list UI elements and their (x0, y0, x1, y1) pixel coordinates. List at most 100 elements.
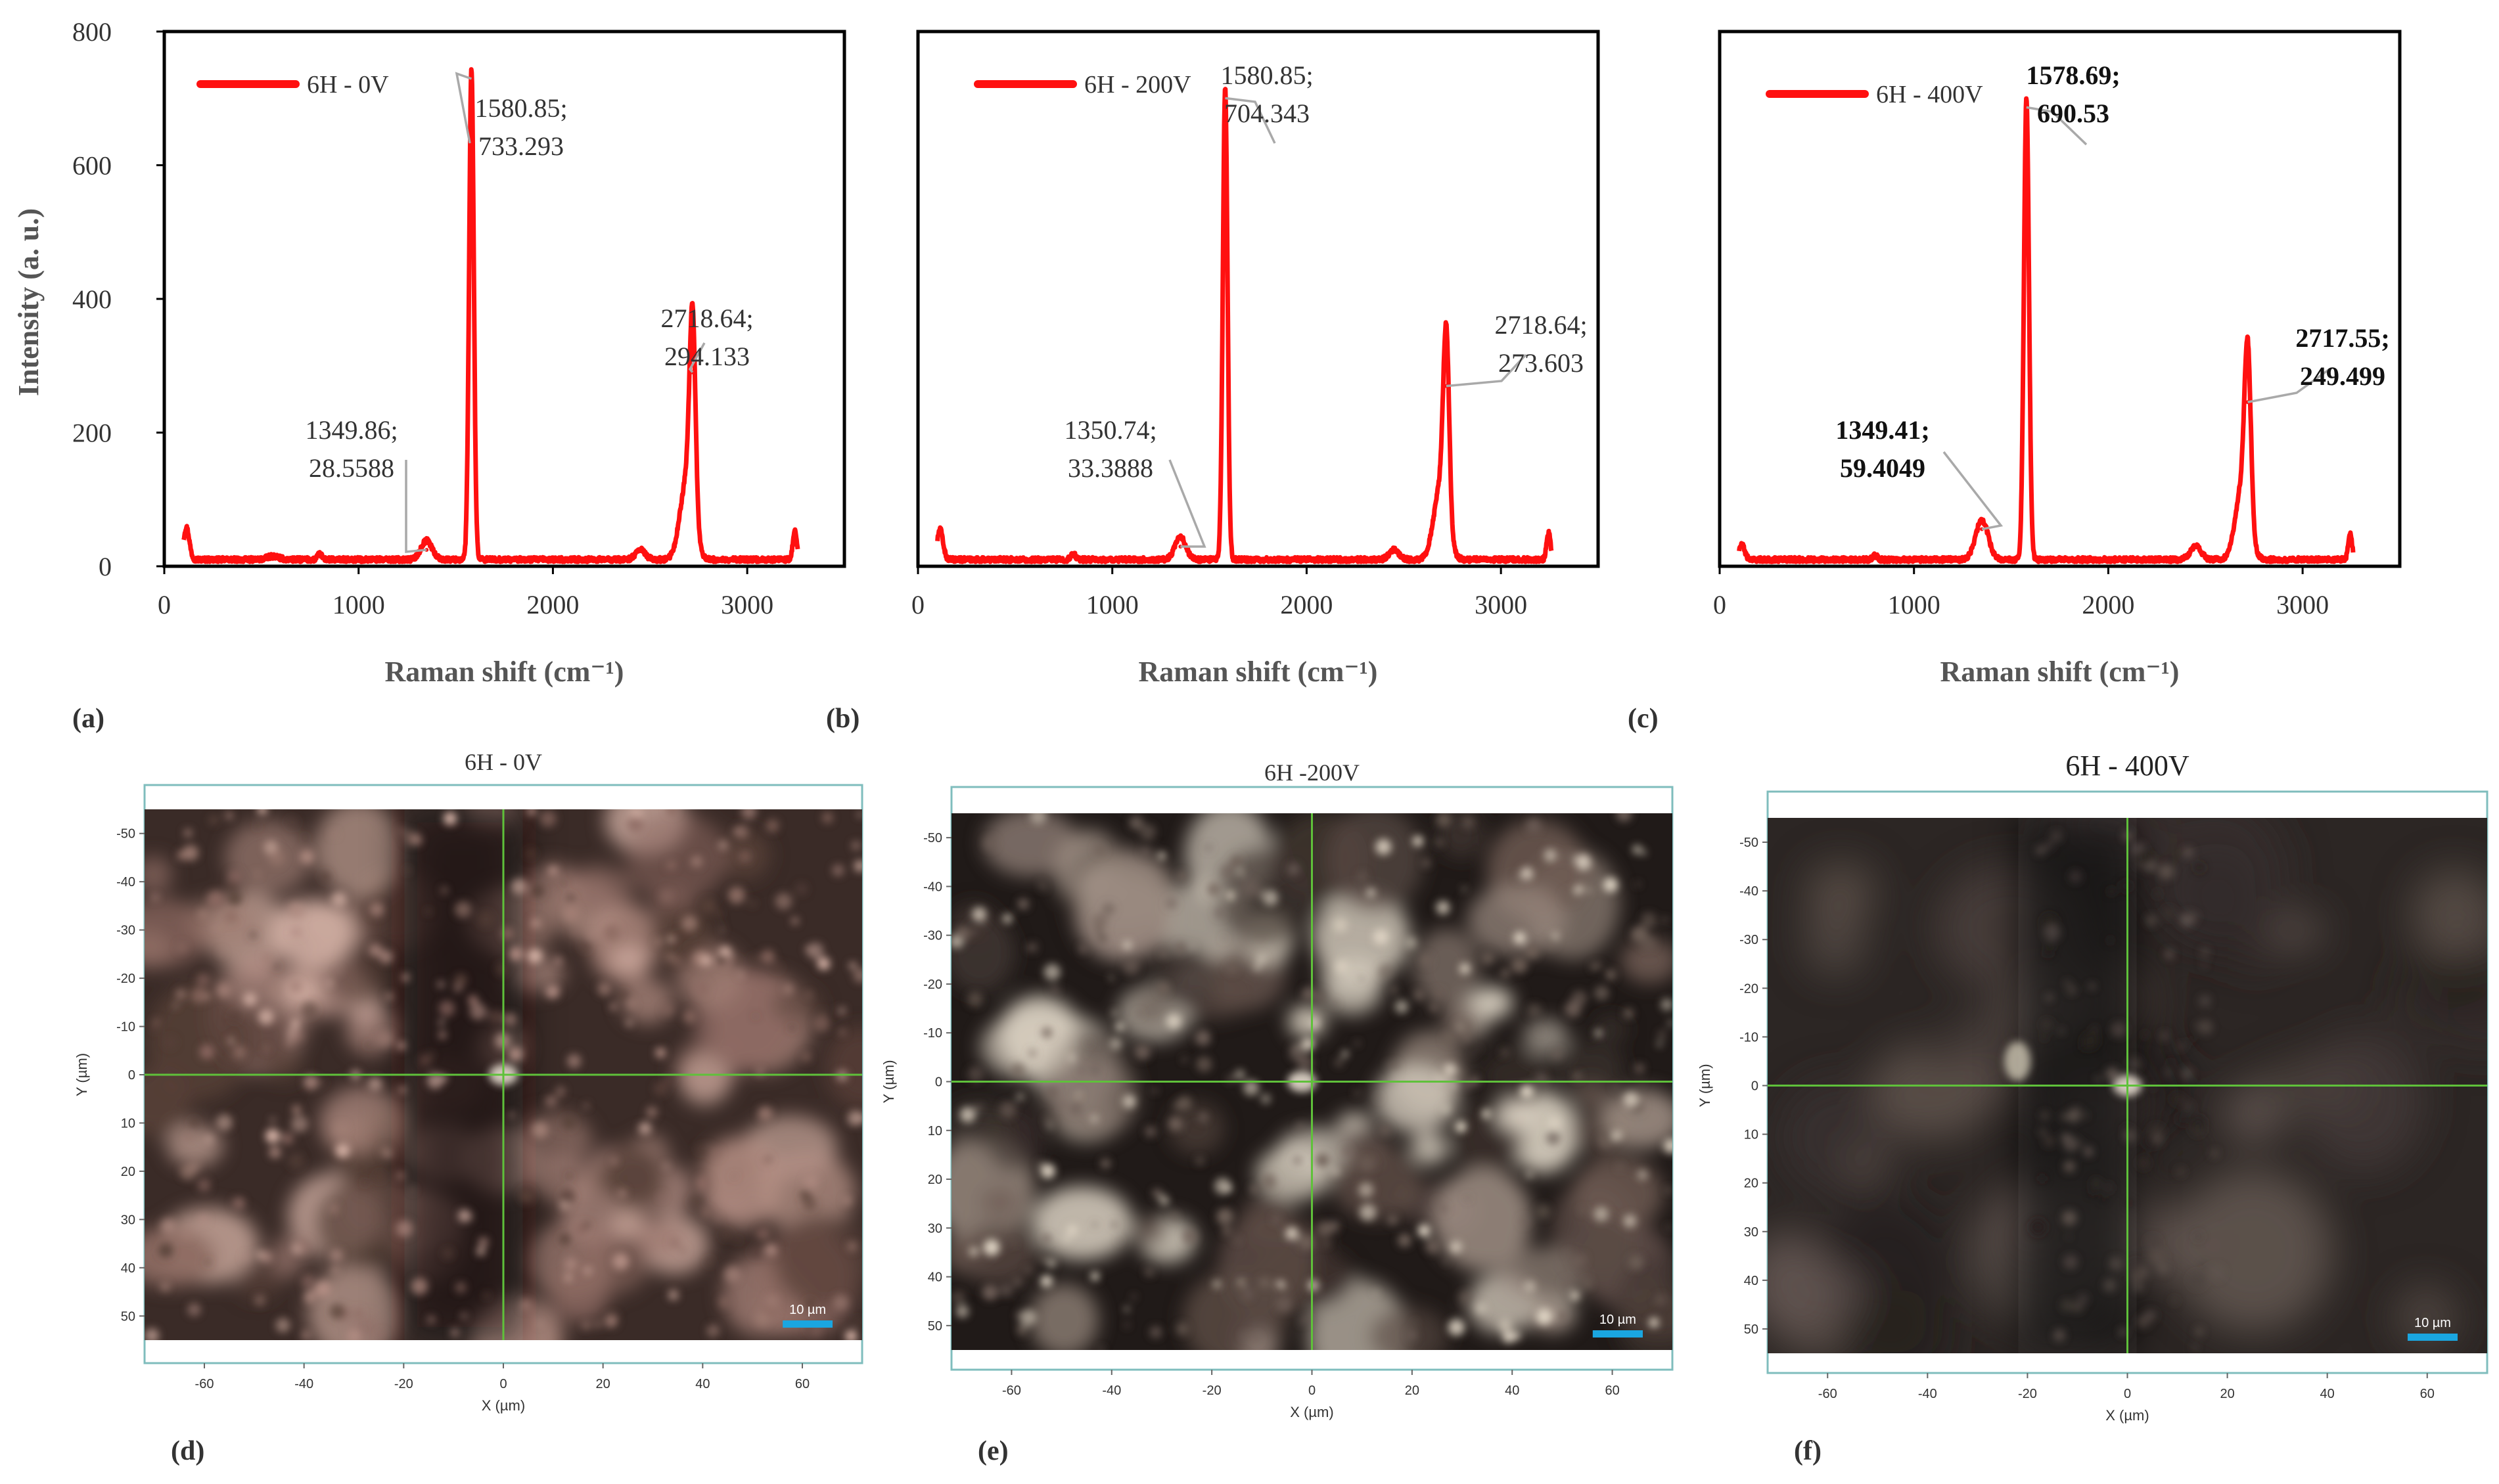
peak-label-intensity: 690.53 (2037, 99, 2109, 128)
spectrum-panel-0: 0 1000 2000 3000 0 200 400 600 800 Raman shift (c… (12, 17, 846, 734)
micro-x-axis-title: X (µm) (1290, 1404, 1333, 1420)
panel-label: (f) (1794, 1436, 1822, 1466)
scale-bar (2407, 1334, 2458, 1341)
x-tick-label: 0 (158, 590, 171, 619)
micro-x-tick-label: 40 (695, 1377, 710, 1391)
micro-x-tick-label: -40 (294, 1377, 313, 1391)
micrograph-panel-1: 10 µm -60 -40 -20 0 20 40 60 -50 -40 -30 -20 -10 0 10 2… (881, 759, 1674, 1466)
micro-y-tick-label: -20 (1739, 981, 1758, 996)
micro-y-tick-label: 10 (121, 1116, 135, 1131)
micro-y-tick-label: 40 (928, 1270, 942, 1285)
x-tick-label: 3000 (721, 590, 773, 619)
peak-label-position: 1578.69; (2026, 60, 2120, 90)
x-axis-title: Raman shift (cm⁻¹) (1940, 656, 2180, 688)
peak-leader-line (1225, 97, 1276, 144)
texture-grain (145, 809, 862, 1340)
spectrum-line (181, 67, 800, 564)
y-axis-title: Intensity (a. u.) (12, 208, 45, 396)
micrograph-row: 10 µm -60 -40 -20 0 20 40 60 -50 -40 -30 -20 -10 0 10 2… (74, 749, 2488, 1466)
peak-leader-line (405, 460, 427, 553)
peak-label-intensity: 733.293 (478, 131, 564, 161)
peak-label-position: 1580.85; (1220, 60, 1313, 90)
y-tick-label: 800 (72, 17, 112, 47)
micro-x-tick-label: 60 (2420, 1387, 2435, 1401)
peak-label-intensity: 273.603 (1498, 348, 1584, 378)
micro-x-tick-label: -20 (1203, 1383, 1222, 1398)
micro-y-tick-label: -40 (116, 875, 135, 889)
peak-leader-line (688, 342, 706, 373)
spectrum-panel-2: 0 1000 2000 3000 Raman shift (cm⁻¹) 1349.41; 5… (1628, 30, 2402, 734)
micrograph-title: 6H - 0V (465, 749, 542, 775)
x-tick-label: 2000 (2082, 590, 2134, 619)
micrograph-panel-2: 10 µm -60 -40 -20 0 20 40 60 -50 -40 -30 -20 -10 0 10 2… (1697, 750, 2488, 1466)
micro-y-tick-label: 20 (121, 1165, 135, 1179)
peak-leader-line (2026, 106, 2088, 146)
peak-label-position: 2718.64; (660, 304, 753, 333)
micrograph-image: 10 µm (1768, 818, 2487, 1353)
micro-x-axis-title: X (µm) (482, 1397, 525, 1414)
micro-y-tick-label: 50 (928, 1319, 942, 1334)
y-tick-label: 200 (72, 418, 112, 448)
micro-x-tick-label: -20 (2018, 1387, 2037, 1401)
y-tick-label: 400 (72, 284, 112, 314)
x-tick-label: 2000 (526, 590, 579, 619)
micro-x-tick-label: 20 (2220, 1387, 2234, 1401)
x-tick-label: 2000 (1280, 590, 1333, 619)
micrograph-title: 6H -200V (1264, 759, 1360, 786)
micro-y-tick-label: -50 (923, 831, 942, 845)
micro-x-tick-label: -40 (1102, 1383, 1121, 1398)
legend-label: 6H - 200V (1084, 71, 1191, 99)
micro-x-tick-label: 0 (1308, 1383, 1316, 1398)
legend-label: 6H - 400V (1876, 81, 1983, 108)
micrograph-image: 10 µm (145, 809, 862, 1340)
peak-leader-line (1942, 451, 2004, 531)
peak-label-position: 1349.41; (1835, 415, 1929, 445)
micro-y-tick-label: 30 (121, 1213, 135, 1227)
micro-y-tick-label: -30 (923, 929, 942, 943)
micro-x-tick-label: 20 (596, 1377, 610, 1391)
peak-label-position: 2717.55; (2295, 323, 2389, 353)
micro-x-tick-label: 60 (1605, 1383, 1619, 1398)
y-tick-label: 600 (72, 151, 112, 181)
micro-x-tick-label: 60 (795, 1377, 810, 1391)
micro-x-tick-label: 40 (2320, 1387, 2335, 1401)
x-tick-label: 1000 (332, 590, 385, 619)
scale-bar-label: 10 µm (789, 1303, 826, 1317)
micro-y-tick-label: -20 (116, 972, 135, 986)
micro-y-tick-label: 50 (1744, 1322, 1758, 1337)
micro-y-axis-title: Y (µm) (74, 1053, 90, 1096)
micro-y-tick-label: -30 (1739, 933, 1758, 947)
micro-y-tick-label: -10 (923, 1026, 942, 1041)
x-tick-label: 3000 (1475, 590, 1527, 619)
micro-y-tick-label: 0 (935, 1075, 942, 1090)
micro-x-tick-label: 0 (499, 1377, 507, 1391)
panel-label: (c) (1628, 704, 1659, 734)
micro-x-axis-title: X (µm) (2105, 1407, 2149, 1424)
peak-label-position: 1349.86; (305, 415, 398, 445)
panel-label: (a) (72, 704, 104, 734)
peak-label-position: 1580.85; (474, 93, 567, 123)
spectrum-line (935, 87, 1554, 564)
panel-label: (e) (978, 1436, 1009, 1466)
texture-grain (2030, 830, 2224, 1350)
micro-x-tick-label: -60 (1002, 1383, 1021, 1398)
raman-spectra-row: 0 1000 2000 3000 0 200 400 600 800 Raman shift (c… (12, 17, 2402, 734)
micro-y-axis-title: Y (µm) (1697, 1064, 1713, 1107)
scale-bar (783, 1320, 833, 1328)
micro-y-tick-label: -20 (923, 978, 942, 992)
micro-y-tick-label: 40 (121, 1261, 135, 1276)
micro-y-tick-label: 10 (928, 1124, 942, 1138)
peak-label-intensity: 249.499 (2300, 361, 2385, 391)
legend-label: 6H - 0V (307, 71, 389, 99)
micro-y-tick-label: 10 (1744, 1128, 1758, 1142)
peak-label-intensity: 33.3888 (1068, 453, 1153, 483)
micro-y-tick-label: 20 (1744, 1177, 1758, 1191)
panel-label: (b) (826, 704, 860, 734)
panel-label: (d) (171, 1436, 204, 1466)
peak-leader-line (1446, 353, 1527, 388)
scale-bar-label: 10 µm (2414, 1316, 2451, 1330)
peak-label-intensity: 704.343 (1224, 99, 1310, 128)
micro-y-axis-title: Y (µm) (881, 1060, 897, 1103)
micro-y-tick-label: 40 (1744, 1274, 1758, 1288)
